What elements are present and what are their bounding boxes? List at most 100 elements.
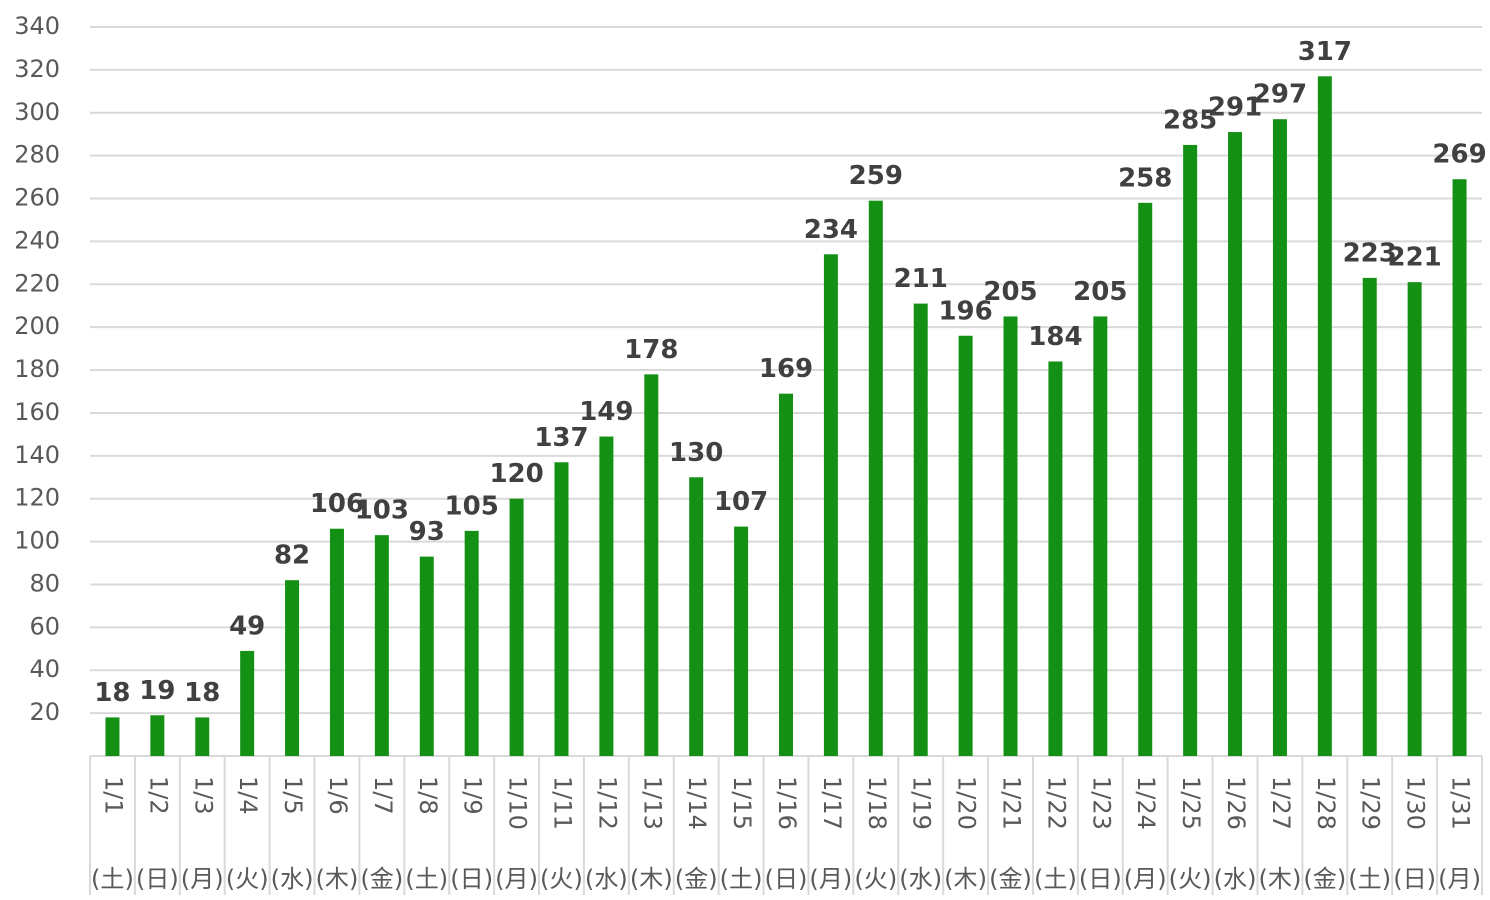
x-tick-label: 1/20 [953,776,981,830]
x-tick-label: 1/23 [1087,776,1115,830]
data-label: 107 [714,487,768,517]
y-tick-label: 240 [14,226,60,254]
bar [150,715,165,756]
weekday-label: (日) [765,865,808,893]
y-tick-label: 320 [14,55,60,83]
bar [823,254,838,756]
bar [240,650,255,756]
weekday-label: (土) [91,865,134,893]
x-tick-label: 1/16 [773,776,801,830]
weekday-label: (木) [944,865,987,893]
bar [285,580,300,756]
data-label: 18 [94,678,130,708]
bar [464,530,479,756]
x-tick-label: 1/25 [1177,776,1205,830]
data-label: 120 [489,459,543,489]
y-tick-label: 20 [29,698,60,726]
y-tick-label: 100 [14,527,60,555]
data-label: 211 [894,264,948,294]
weekday-label: (日) [1079,865,1122,893]
weekday-label: (月) [181,865,224,893]
weekday-label: (土) [720,865,763,893]
weekday-label: (水) [1214,865,1257,893]
y-tick-label: 220 [14,269,60,297]
x-tick-label: 1/17 [818,776,846,830]
data-label: 258 [1118,163,1172,193]
weekday-label: (土) [405,865,448,893]
data-label: 18 [184,678,220,708]
data-label: 221 [1388,243,1442,273]
data-label: 205 [1073,277,1127,307]
weekday-label: (土) [1034,865,1077,893]
bar [1272,119,1287,756]
bar [374,535,389,756]
weekday-label: (金) [360,865,403,893]
y-tick-label: 60 [29,612,60,640]
weekday-label: (金) [1303,865,1346,893]
data-label: 105 [445,491,499,521]
weekday-label: (月) [1438,865,1481,893]
x-tick-label: 1/4 [234,776,262,815]
weekday-label: (木) [630,865,673,893]
y-tick-label: 300 [14,98,60,126]
x-tick-label: 1/9 [459,776,487,815]
weekday-label: (水) [271,865,314,893]
weekday-label: (水) [899,865,942,893]
x-tick-label: 1/15 [728,776,756,830]
bar [1317,76,1332,757]
weekday-label: (木) [316,865,359,893]
y-tick-label: 140 [14,441,60,469]
data-label: 93 [409,517,445,547]
weekday-label: (月) [1124,865,1167,893]
data-label: 317 [1298,37,1352,67]
x-tick-label: 1/28 [1312,776,1340,830]
data-label: 205 [983,277,1037,307]
weekday-label: (月) [809,865,852,893]
data-label: 291 [1208,93,1262,123]
bar [1228,132,1243,756]
x-tick-label: 1/1 [99,776,127,815]
x-tick-label: 1/8 [414,776,442,815]
y-tick-label: 260 [14,184,60,212]
data-label: 19 [139,676,175,706]
bar [689,477,704,756]
weekday-label: (火) [1169,865,1212,893]
y-tick-label: 180 [14,355,60,383]
x-tick-label: 1/12 [593,776,621,830]
data-label: 106 [310,489,364,519]
data-label: 259 [849,161,903,191]
weekday-label: (金) [675,865,718,893]
bar [1093,316,1108,756]
data-label: 297 [1253,80,1307,110]
weekday-label: (日) [450,865,493,893]
bar [419,556,434,756]
x-tick-label: 1/14 [683,776,711,830]
weekday-label: (日) [1393,865,1436,893]
data-label: 149 [579,397,633,427]
x-tick-label: 1/31 [1447,776,1475,830]
y-tick-label: 120 [14,484,60,512]
weekday-label: (木) [1258,865,1301,893]
bar [554,462,569,756]
data-label: 269 [1432,140,1486,170]
bar [734,526,749,756]
weekday-label: (日) [136,865,179,893]
bar [1407,282,1422,756]
weekday-label: (月) [495,865,538,893]
bar [1048,361,1063,756]
weekday-label: (火) [226,865,269,893]
x-tick-label: 1/5 [279,776,307,815]
data-label: 234 [804,215,858,245]
data-label: 82 [274,541,310,571]
weekday-label: (金) [989,865,1032,893]
x-tick-label: 1/2 [144,776,172,815]
x-tick-label: 1/24 [1132,776,1160,830]
bar [1362,277,1377,756]
bar [644,374,659,756]
weekday-label: (水) [585,865,628,893]
bar [868,200,883,756]
x-tick-label: 1/11 [548,776,576,830]
x-tick-label: 1/27 [1267,776,1295,830]
bar [329,528,344,756]
data-label: 49 [229,611,265,641]
